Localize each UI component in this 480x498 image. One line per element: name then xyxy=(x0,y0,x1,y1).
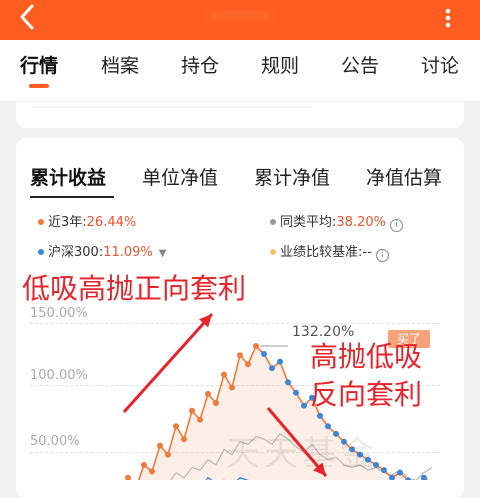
caret-down-icon[interactable]: ▼ xyxy=(158,248,167,259)
tab-cumulative-return[interactable]: 累计收益 xyxy=(30,167,107,189)
trade-point-marker xyxy=(285,379,291,386)
tab-nav-estimate[interactable]: 净值估算 xyxy=(366,167,443,189)
trade-point-marker xyxy=(293,389,299,396)
watermark: 天天基金 xyxy=(226,434,378,474)
trade-point-marker xyxy=(173,423,179,430)
grid-line xyxy=(30,385,440,386)
trade-point-marker xyxy=(405,477,411,480)
legend-index[interactable]: 沪深300:11.09% ▼ xyxy=(38,244,166,263)
legend-peer-label: 同类平均: xyxy=(280,215,337,230)
trade-point-marker xyxy=(213,400,219,406)
trade-point-marker xyxy=(125,474,131,480)
tab-active-indicator xyxy=(29,84,49,88)
trade-point-marker xyxy=(397,469,403,476)
trade-point-marker xyxy=(189,407,195,414)
trade-point-marker xyxy=(373,461,379,468)
trade-point-marker xyxy=(165,451,171,458)
tab-announcements[interactable]: 公告 xyxy=(340,55,379,77)
legend-index-label: 沪深300: xyxy=(48,245,104,260)
info-icon[interactable]: i xyxy=(375,249,389,262)
trade-point-marker xyxy=(157,442,163,449)
annotation-reverse-line2: 反向套利 xyxy=(310,378,423,411)
trade-point-marker xyxy=(221,371,227,378)
trade-point-marker xyxy=(309,394,315,401)
trade-point-marker xyxy=(357,451,363,458)
trade-point-marker xyxy=(325,423,331,430)
page-title: ············ xyxy=(209,6,271,25)
legend-dot xyxy=(270,219,276,225)
trade-point-marker xyxy=(229,384,235,391)
legend-peer-value: 38.20% xyxy=(336,215,386,230)
arrow-up-icon xyxy=(122,312,214,414)
tab-profile[interactable]: 档案 xyxy=(100,55,139,77)
chart-tab-indicator xyxy=(30,196,114,198)
grid-line xyxy=(30,323,440,324)
legend-index-value: 11.09% xyxy=(103,245,153,260)
return-chart[interactable] xyxy=(0,0,480,480)
back-icon[interactable] xyxy=(12,2,42,32)
tab-unit-nav[interactable]: 单位净值 xyxy=(142,167,219,189)
legend-benchmark: 业绩比较基准:-- i xyxy=(270,244,389,262)
trade-point-marker xyxy=(349,446,355,453)
trade-point-marker xyxy=(301,402,307,409)
tab-rules[interactable]: 规则 xyxy=(260,55,299,77)
trade-point-marker xyxy=(269,365,275,372)
series-line-1 xyxy=(159,433,433,480)
legend-peer: 同类平均:38.20% i xyxy=(270,214,403,232)
legend-dot xyxy=(38,249,44,255)
trade-point-marker xyxy=(141,461,147,468)
trade-point-marker xyxy=(317,412,323,419)
trade-point-marker xyxy=(149,468,155,475)
chart-card xyxy=(16,138,464,498)
trade-point-marker xyxy=(341,438,347,445)
legend-benchmark-label: 业绩比较基准: xyxy=(280,245,363,260)
top-bar: ············ xyxy=(0,0,480,40)
grid-line xyxy=(30,452,440,453)
trade-point-marker xyxy=(237,352,243,359)
peak-label: 132.20% xyxy=(292,324,355,340)
legend-fund-label: 近3年: xyxy=(48,215,87,230)
y-tick-label: 100.00% xyxy=(30,368,88,383)
y-tick-label: 150.00% xyxy=(30,306,88,321)
trade-point-marker xyxy=(253,343,259,349)
trade-point-marker xyxy=(245,361,251,368)
trade-point-marker xyxy=(421,474,427,480)
trade-point-marker xyxy=(333,430,339,437)
trade-point-marker xyxy=(277,358,283,365)
main-tabs: 行情 档案 持仓 规则 公告 讨论 xyxy=(0,40,480,102)
tab-discussion[interactable]: 讨论 xyxy=(420,55,459,77)
legend-fund: 近3年:26.44% xyxy=(38,214,136,232)
previous-card-bottom xyxy=(16,102,464,128)
trade-point-marker xyxy=(205,390,211,397)
trade-point-marker xyxy=(389,474,395,480)
y-tick-label: 50.00% xyxy=(30,434,80,449)
legend-dot xyxy=(38,219,44,225)
divider xyxy=(32,106,312,108)
trade-point-marker xyxy=(181,436,187,443)
legend-fund-value: 26.44% xyxy=(86,215,137,230)
tab-accumulated-nav[interactable]: 累计净值 xyxy=(254,167,331,189)
trade-point-marker xyxy=(381,467,387,474)
buy-badge: 买了 xyxy=(388,330,430,348)
trade-point-marker xyxy=(197,416,203,423)
more-icon[interactable] xyxy=(436,6,460,30)
tab-market[interactable]: 行情 xyxy=(19,55,58,77)
annotation-reverse-line1: 高抛低吸 xyxy=(310,340,423,373)
info-icon[interactable]: i xyxy=(389,219,403,232)
arrow-down-icon xyxy=(266,407,328,477)
trade-point-marker xyxy=(365,456,371,463)
trade-point-marker xyxy=(261,351,267,357)
legend-benchmark-value: -- xyxy=(362,245,372,260)
legend-dot xyxy=(270,249,276,255)
tab-holdings[interactable]: 持仓 xyxy=(180,55,219,77)
annotation-positive-arbitrage: 低吸高抛正向套利 xyxy=(22,272,247,305)
